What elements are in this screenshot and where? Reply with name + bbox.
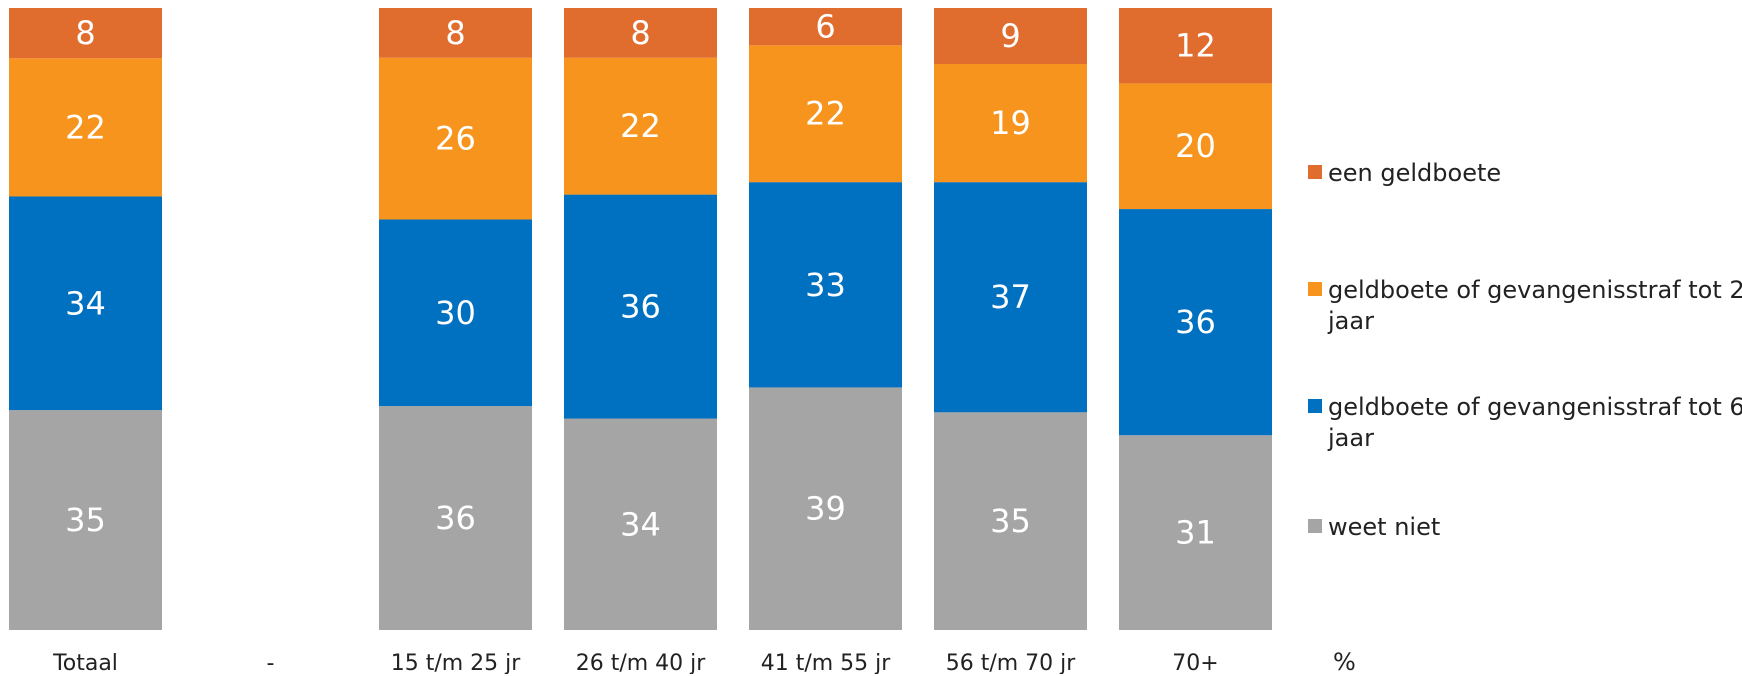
chart-legend: een geldboete geldboete of gevangenisstr… (1308, 0, 1742, 674)
legend-swatch-gevangenisstraf-2-jaar (1308, 282, 1322, 296)
bar-segment-een-geldboete (379, 8, 532, 58)
legend-item-weet-niet: weet niet (1308, 512, 1742, 543)
bar-segment-geldboete-of-gevangenisstraf-tot-2-jaar (379, 57, 532, 220)
bar-segment-een-geldboete (1119, 8, 1272, 84)
bar-segment-weet-niet (749, 387, 902, 630)
legend-item-een-geldboete: een geldboete (1308, 158, 1742, 189)
data-label: 8 (445, 14, 465, 52)
data-label: 22 (805, 95, 846, 133)
category-label: - (267, 651, 275, 674)
data-label: 36 (620, 288, 661, 326)
legend-label: geldboete of gevangenisstraf tot 2 jaar (1328, 276, 1742, 335)
bar-segment-een-geldboete (9, 8, 162, 59)
bar-segment-geldboete-of-gevangenisstraf-tot-2-jaar (9, 58, 162, 197)
data-label: 33 (805, 266, 846, 304)
data-label: 36 (435, 499, 476, 537)
data-label: 8 (630, 14, 650, 52)
bar-segment-geldboete-of-gevangenisstraf-tot-6-jaar (379, 219, 532, 407)
bar-segment-weet-niet (564, 418, 717, 630)
data-label: 22 (65, 108, 106, 146)
legend-label: een geldboete (1328, 159, 1502, 187)
data-label: 9 (1000, 17, 1020, 55)
bar-segment-een-geldboete (934, 8, 1087, 64)
legend-item-gevangenisstraf-6-jaar: geldboete of gevangenisstraf tot 6 jaar (1308, 392, 1742, 454)
data-label: 22 (620, 107, 661, 145)
bar-segment-geldboete-of-gevangenisstraf-tot-6-jaar (564, 194, 717, 419)
data-label: 6 (815, 8, 835, 46)
bar-segment-geldboete-of-gevangenisstraf-tot-6-jaar (749, 182, 902, 388)
bar-segment-geldboete-of-gevangenisstraf-tot-2-jaar (749, 45, 902, 183)
category-label: 70+ (1172, 651, 1218, 674)
data-label: 19 (990, 104, 1031, 142)
legend-label: geldboete of gevangenisstraf tot 6 jaar (1328, 393, 1742, 452)
legend-label: weet niet (1328, 513, 1441, 541)
legend-item-gevangenisstraf-2-jaar: geldboete of gevangenisstraf tot 2 jaar (1308, 275, 1742, 337)
category-label: Totaal (52, 651, 118, 674)
bar-segment-een-geldboete (564, 8, 717, 58)
bar-segment-weet-niet (1119, 435, 1272, 630)
category-label: 56 t/m 70 jr (946, 651, 1077, 674)
category-label: 26 t/m 40 jr (576, 651, 707, 674)
bar-segment-weet-niet (934, 412, 1087, 630)
category-label: 41 t/m 55 jr (761, 651, 892, 674)
data-label: 8 (75, 14, 95, 52)
legend-swatch-gevangenisstraf-6-jaar (1308, 399, 1322, 413)
category-label: 15 t/m 25 jr (391, 651, 522, 674)
data-label: 35 (990, 502, 1031, 540)
data-label: 34 (620, 505, 661, 543)
bar-segment-weet-niet (9, 410, 162, 630)
data-label: 39 (805, 490, 846, 528)
data-label: 20 (1175, 127, 1216, 165)
bar-segment-weet-niet (379, 406, 532, 630)
data-label: 35 (65, 501, 106, 539)
data-label: 26 (435, 120, 476, 158)
data-label: 31 (1175, 514, 1216, 552)
data-label: 36 (1175, 303, 1216, 341)
bar-segment-geldboete-of-gevangenisstraf-tot-2-jaar (1119, 83, 1272, 210)
bar-segment-geldboete-of-gevangenisstraf-tot-2-jaar (934, 63, 1087, 183)
bar-segment-geldboete-of-gevangenisstraf-tot-6-jaar (9, 196, 162, 411)
legend-swatch-een-geldboete (1308, 165, 1322, 179)
data-label: 30 (435, 294, 476, 332)
unit-label: % (1333, 648, 1356, 676)
stacked-bar-chart: Totaal 35 34 22 8 - 15 t/m 25 jr 36 30 26 8 26 t/m … (9, 8, 1272, 674)
bar-segment-geldboete-of-gevangenisstraf-tot-6-jaar (1119, 209, 1272, 436)
bar-segment-een-geldboete (749, 8, 902, 46)
data-label: 12 (1175, 27, 1216, 65)
bar-segment-geldboete-of-gevangenisstraf-tot-6-jaar (934, 182, 1087, 413)
data-label: 34 (65, 284, 106, 322)
data-label: 37 (990, 278, 1031, 316)
bar-segment-geldboete-of-gevangenisstraf-tot-2-jaar (564, 57, 717, 195)
legend-swatch-weet-niet (1308, 519, 1322, 533)
